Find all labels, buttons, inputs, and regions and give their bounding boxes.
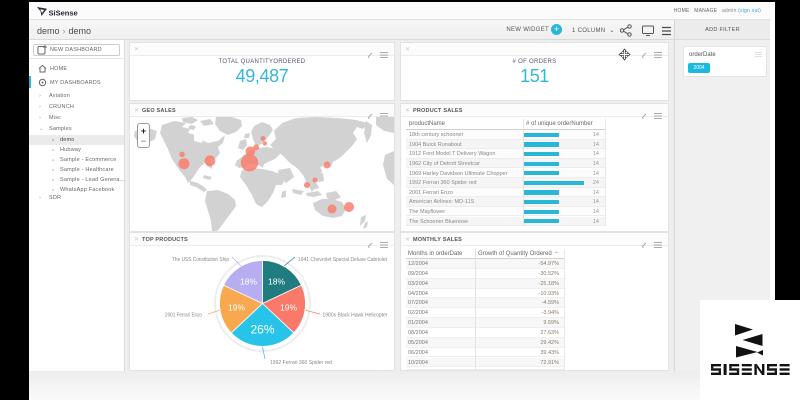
svg-text:1941 Chevrolet Special Deluxe: 1941 Chevrolet Special Deluxe Cabriolet (298, 257, 388, 263)
svg-text:1992 Ferrari 360 Spider red: 1992 Ferrari 360 Spider red (270, 360, 332, 366)
svg-text:1980s Black Hawk Helicopter: 1980s Black Hawk Helicopter (323, 313, 388, 319)
svg-text:26%: 26% (250, 323, 274, 337)
svg-text:19%: 19% (228, 303, 245, 313)
svg-text:18%: 18% (240, 277, 257, 287)
svg-text:19%: 19% (280, 303, 297, 313)
svg-text:18%: 18% (268, 277, 285, 287)
svg-text:The USS Constitution Ship: The USS Constitution Ship (172, 257, 229, 263)
svg-text:2001 Ferrari Enzo: 2001 Ferrari Enzo (165, 313, 202, 319)
svg-text:SiSense: SiSense (49, 9, 78, 18)
